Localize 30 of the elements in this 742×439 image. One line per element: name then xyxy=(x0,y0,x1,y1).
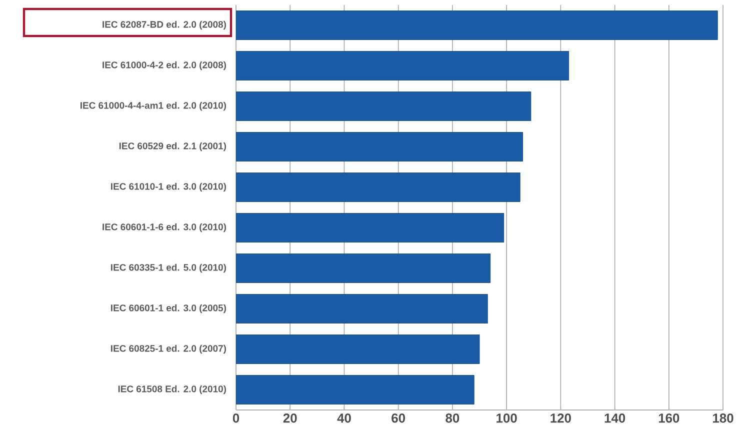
x-tick-label: 80 xyxy=(446,414,460,423)
bar xyxy=(236,132,523,162)
x-tick-label: 40 xyxy=(337,414,351,423)
bar xyxy=(236,375,474,404)
x-tick-label: 60 xyxy=(392,414,406,423)
x-tick-label: 160 xyxy=(658,414,680,423)
x-tick-label: 0 xyxy=(232,414,240,423)
x-tick-label: 100 xyxy=(496,414,517,423)
bar xyxy=(236,294,488,324)
y-tick-label: IEC 60529 ed. 2.1 (2001) xyxy=(119,142,226,152)
y-tick-label: IEC 60335-1 ed. 5.0 (2010) xyxy=(111,264,226,273)
bar xyxy=(236,51,569,80)
y-tick-label: IEC 60601-1-6 ed. 3.0 (2010) xyxy=(102,223,226,232)
x-tick-label: 20 xyxy=(283,414,297,423)
x-tick-label: 180 xyxy=(713,414,734,423)
bar xyxy=(236,254,491,283)
bar xyxy=(236,334,480,364)
y-tick-label: IEC 61000-4-4-am1 ed. 2.0 (2010) xyxy=(80,102,226,111)
y-tick-label: IEC 60825-1 ed. 2.0 (2007) xyxy=(111,344,226,354)
bar xyxy=(236,172,520,202)
y-tick-label: IEC 61000-4-2 ed. 2.0 (2008) xyxy=(102,61,226,70)
y-tick-label: IEC 60601-1 ed. 3.0 (2005) xyxy=(111,304,226,314)
y-tick-label: IEC 62087-BD ed. 2.0 (2008) xyxy=(102,20,226,30)
bar xyxy=(236,92,532,121)
x-tick-label: 120 xyxy=(550,414,571,423)
y-tick-label: IEC 61508 Ed. 2.0 (2010) xyxy=(118,385,226,394)
bar xyxy=(236,10,718,40)
x-tick-label: 140 xyxy=(604,414,626,423)
y-tick-label: IEC 61010-1 ed. 3.0 (2010) xyxy=(111,182,226,192)
bar xyxy=(236,213,504,242)
